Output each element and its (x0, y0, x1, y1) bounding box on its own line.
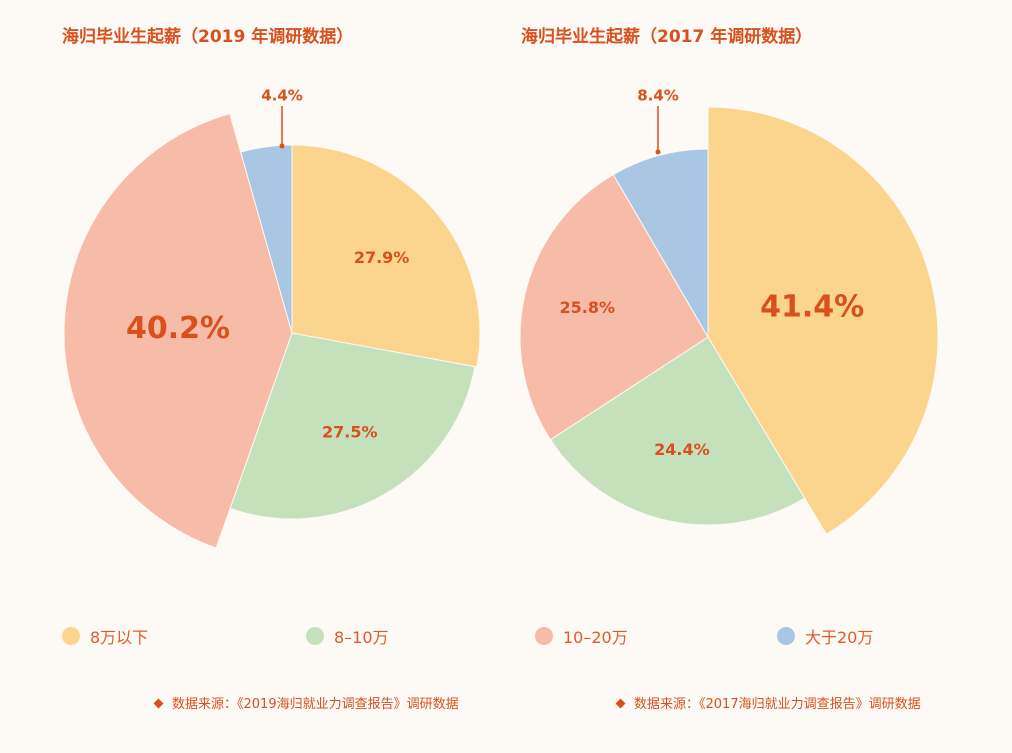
pie-slice-8wan-below (291, 144, 481, 368)
pie-slice-8wan-below (707, 106, 939, 535)
legend-label: 8万以下 (90, 628, 149, 647)
chart-title-2017: 海归毕业生起薪（2017 年调研数据） (521, 27, 813, 47)
legend-swatch (535, 627, 553, 645)
source-note-2019: 数据来源：《2019海归就业力调查报告》调研数据 (153, 693, 459, 712)
data-label-8wan-below: 41.4% (760, 290, 864, 325)
data-label-8wan-below: 27.9% (354, 248, 410, 267)
diamond-icon (153, 698, 164, 709)
legend-label: 大于20万 (805, 628, 874, 647)
callout-dot (279, 143, 285, 149)
pie-chart-2017: 41.4% 24.4% 25.8% 8.4% (519, 87, 939, 535)
legend-label: 10–20万 (563, 628, 628, 647)
data-label-8-10wan: 27.5% (322, 422, 378, 441)
source-note-2017: 数据来源：《2017海归就业力调查报告》调研数据 (615, 693, 921, 712)
data-label-above-20wan: 8.4% (637, 87, 679, 105)
source-text: 数据来源：《2017海归就业力调查报告》调研数据 (634, 697, 921, 712)
data-label-10-20wan: 40.2% (126, 311, 230, 346)
diamond-icon (615, 698, 626, 709)
pie-slice-8-10wan (549, 336, 806, 526)
callout-dot (655, 149, 661, 155)
data-label-above-20wan: 4.4% (261, 87, 303, 105)
source-text: 数据来源：《2019海归就业力调查报告》调研数据 (172, 697, 459, 712)
legend-item-10-20wan: 10–20万 (535, 624, 628, 648)
legend-swatch (306, 627, 324, 645)
pie-slice-above-20wan (240, 144, 293, 334)
data-label-8-10wan: 24.4% (654, 440, 710, 459)
pie-slice-8-10wan (229, 332, 476, 520)
pie-slice-above-20wan (612, 148, 709, 339)
legend-label: 8–10万 (334, 628, 389, 647)
legend-item-8-10wan: 8–10万 (306, 624, 389, 648)
legend-swatch (777, 627, 795, 645)
pie-slice-10-20wan (519, 173, 709, 441)
legend-item-above-20wan: 大于20万 (777, 624, 873, 648)
pie-slice-10-20wan (63, 113, 293, 549)
chart-title-2019: 海归毕业生起薪（2019 年调研数据） (62, 27, 354, 47)
pie-chart-2019: 27.9% 27.5% 40.2% 4.4% (63, 87, 481, 549)
legend-swatch (62, 627, 80, 645)
data-label-10-20wan: 25.8% (560, 298, 616, 317)
legend-item-8wan-below: 8万以下 (62, 624, 148, 648)
